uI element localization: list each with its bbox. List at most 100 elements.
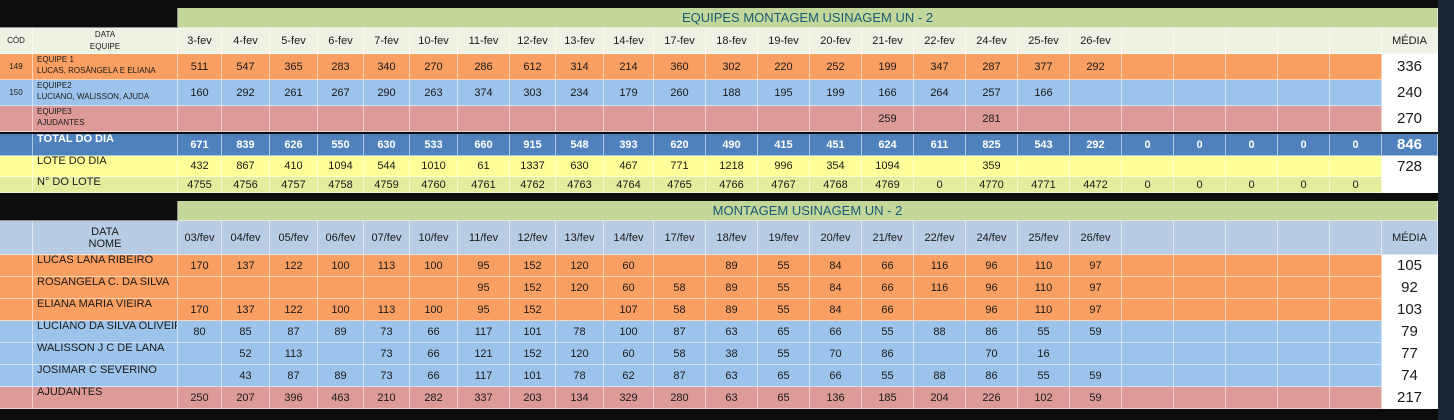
value-cell: 113 xyxy=(364,255,410,277)
value-cell: 393 xyxy=(604,134,654,156)
table-title: MONTAGEM USINAGEM UN - 2 xyxy=(178,201,1438,221)
value-cell: 490 xyxy=(706,134,758,156)
cod xyxy=(0,321,33,343)
value-cell: 4759 xyxy=(364,177,410,193)
value-cell xyxy=(318,277,364,299)
value-cell: 4762 xyxy=(510,177,556,193)
value-cell: 4766 xyxy=(706,177,758,193)
value-cell: 0 xyxy=(1226,134,1278,156)
value-cell: 110 xyxy=(1018,277,1070,299)
value-cell: 4767 xyxy=(758,177,810,193)
value-cell: 0 xyxy=(1122,177,1174,193)
value-cell: 66 xyxy=(810,321,862,343)
value-cell xyxy=(510,106,556,132)
value-cell: 630 xyxy=(556,156,604,177)
value-cell xyxy=(1330,321,1382,343)
value-cell: 340 xyxy=(364,54,410,80)
value-cell xyxy=(1278,365,1330,387)
value-cell: 100 xyxy=(410,255,458,277)
date-header: 3-fev xyxy=(178,28,222,54)
value-cell: 60 xyxy=(604,277,654,299)
value-cell xyxy=(1174,54,1226,80)
value-cell xyxy=(1330,156,1382,177)
label-line: DATA xyxy=(94,29,116,39)
value-cell xyxy=(1070,156,1122,177)
value-cell xyxy=(1174,277,1226,299)
value-cell: 4761 xyxy=(458,177,510,193)
value-cell: 85 xyxy=(222,321,270,343)
value-cell: 533 xyxy=(410,134,458,156)
value-cell xyxy=(410,106,458,132)
value-cell: 260 xyxy=(654,80,706,106)
media: 240 xyxy=(1382,80,1438,106)
date-header: 04/fev xyxy=(222,221,270,255)
row-label: EQUIPE 1 LUCAS, ROSÂNGELA E ELIANA xyxy=(33,54,178,80)
value-cell: 137 xyxy=(222,255,270,277)
value-cell xyxy=(178,277,222,299)
value-cell: 630 xyxy=(364,134,410,156)
value-cell: 463 xyxy=(318,387,364,409)
value-cell: 220 xyxy=(758,54,810,80)
value-cell: 0 xyxy=(1330,177,1382,193)
value-cell xyxy=(1278,277,1330,299)
value-cell: 347 xyxy=(914,54,966,80)
value-cell: 996 xyxy=(758,156,810,177)
label-header: DATA EQUIPE xyxy=(33,28,178,54)
date-header: 20/fev xyxy=(810,221,862,255)
date-header: 21/fev xyxy=(862,221,914,255)
value-cell: 58 xyxy=(654,277,706,299)
label-line: TOTAL DO DIA xyxy=(37,134,114,145)
value-cell xyxy=(1174,365,1226,387)
value-cell xyxy=(1330,80,1382,106)
value-cell: 179 xyxy=(604,80,654,106)
value-cell xyxy=(1174,106,1226,132)
date-header: 17-fev xyxy=(654,28,706,54)
value-cell: 544 xyxy=(364,156,410,177)
date-header xyxy=(1278,221,1330,255)
value-cell: 547 xyxy=(222,54,270,80)
value-cell xyxy=(1174,343,1226,365)
value-cell: 55 xyxy=(862,321,914,343)
value-cell: 329 xyxy=(604,387,654,409)
blank xyxy=(0,8,178,28)
label-line: EQUIPE xyxy=(89,41,121,51)
value-cell xyxy=(556,299,604,321)
value-cell: 87 xyxy=(654,365,706,387)
blank xyxy=(0,201,178,221)
date-header xyxy=(1330,28,1382,54)
value-cell xyxy=(1226,54,1278,80)
value-cell: 66 xyxy=(862,255,914,277)
row-label: EQUIPE3 AJUDANTES xyxy=(33,106,178,132)
value-cell: 270 xyxy=(410,54,458,80)
value-cell xyxy=(1122,106,1174,132)
value-cell: 286 xyxy=(458,54,510,80)
date-header: 7-fev xyxy=(364,28,410,54)
value-cell: 84 xyxy=(810,255,862,277)
date-header: 19/fev xyxy=(758,221,810,255)
value-cell: 152 xyxy=(510,299,556,321)
value-cell: 60 xyxy=(604,255,654,277)
value-cell: 89 xyxy=(706,255,758,277)
value-cell: 100 xyxy=(410,299,458,321)
value-cell: 199 xyxy=(810,80,862,106)
value-cell xyxy=(1122,365,1174,387)
value-cell xyxy=(914,299,966,321)
value-cell xyxy=(1278,54,1330,80)
label-line: JOSIMAR C SEVERINO xyxy=(37,365,157,376)
date-header: 4-fev xyxy=(222,28,270,54)
value-cell: 210 xyxy=(364,387,410,409)
date-header: 25-fev xyxy=(1018,28,1070,54)
cod xyxy=(0,255,33,277)
value-cell xyxy=(1226,255,1278,277)
label-line: LUCAS, ROSÂNGELA E ELIANA xyxy=(37,66,156,75)
cod xyxy=(0,299,33,321)
value-cell xyxy=(364,106,410,132)
value-cell: 283 xyxy=(318,54,364,80)
value-cell: 89 xyxy=(706,277,758,299)
label-line: NOME xyxy=(88,237,122,250)
value-cell: 1010 xyxy=(410,156,458,177)
value-cell xyxy=(1122,80,1174,106)
value-cell xyxy=(1174,321,1226,343)
value-cell xyxy=(1122,54,1174,80)
value-cell: 432 xyxy=(178,156,222,177)
